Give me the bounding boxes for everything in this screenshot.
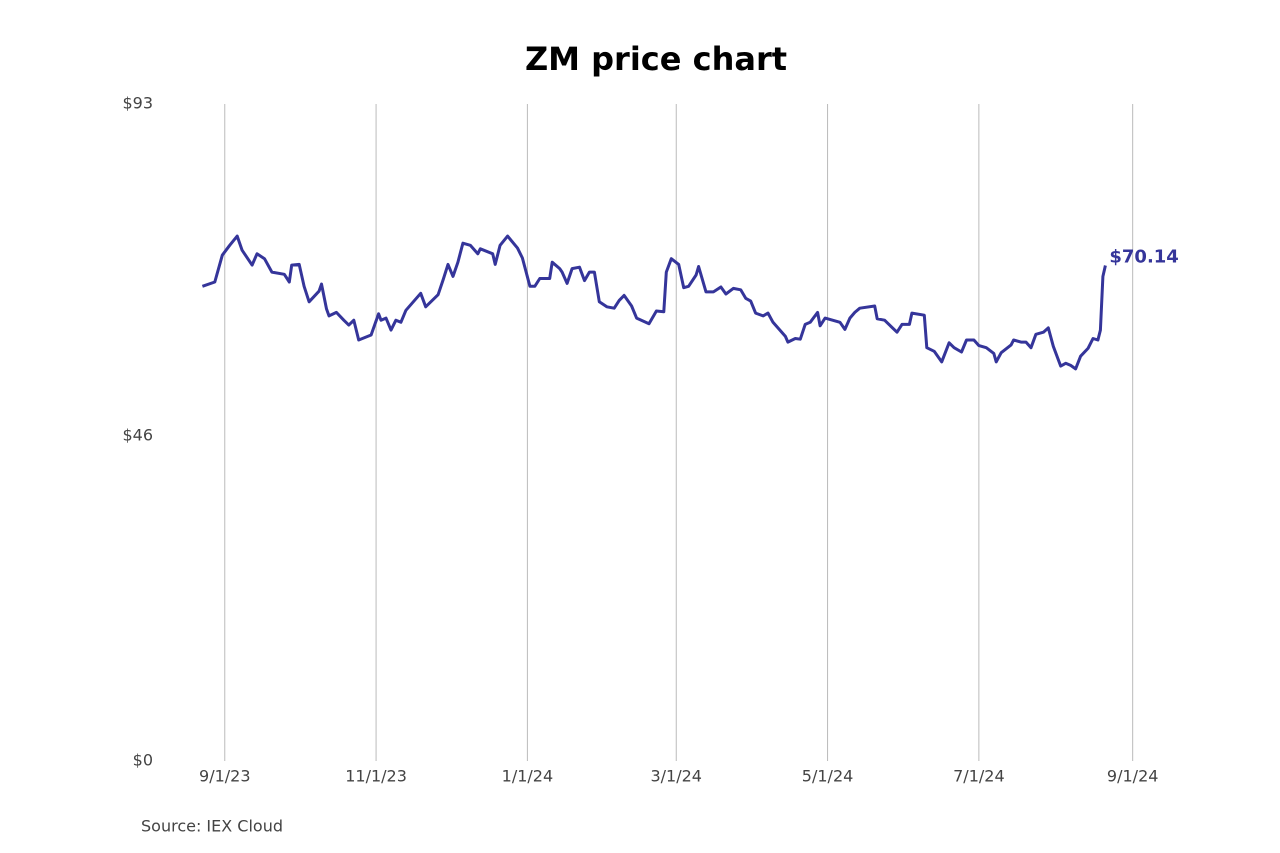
x-tick-label: 3/1/24 [650,767,702,786]
x-tick-label: 5/1/24 [802,767,854,786]
x-tick-label: 11/1/23 [345,767,407,786]
last-price-label: $70.14 [1109,246,1178,267]
x-tick-label: 1/1/24 [502,767,554,786]
y-tick-label: $46 [122,426,153,445]
source: Source: IEX Cloud [141,817,283,836]
x-tick-label: 9/1/24 [1107,767,1159,786]
price-line [201,234,1107,371]
x-tick-label: 9/1/23 [199,767,251,786]
chart-title: ZM price chart [525,40,787,78]
x-tick-label: 7/1/24 [953,767,1005,786]
y-tick-label: $93 [122,94,153,113]
y-tick-label: $0 [133,751,153,770]
